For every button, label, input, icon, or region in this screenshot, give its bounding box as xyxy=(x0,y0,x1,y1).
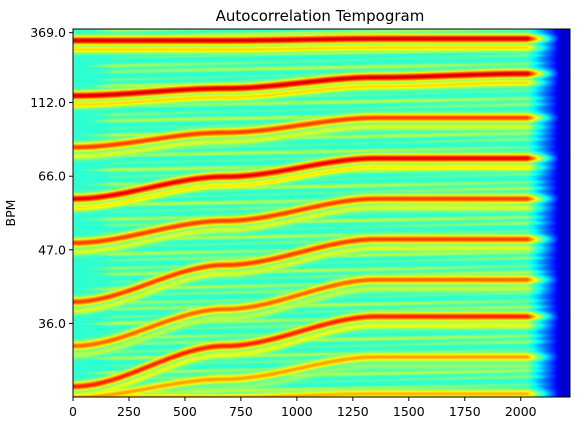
y-tick-label: 36.0 xyxy=(38,316,66,331)
x-tick-label: 1750 xyxy=(449,404,481,419)
heatmap-image xyxy=(73,29,570,397)
x-tick-label: 2000 xyxy=(505,404,537,419)
y-tick-label: 112.0 xyxy=(30,95,66,110)
x-tick-label: 500 xyxy=(173,404,197,419)
x-tick-label: 1000 xyxy=(281,404,313,419)
plot-area xyxy=(72,28,571,398)
x-tick-label: 1500 xyxy=(393,404,425,419)
x-tick-label: 750 xyxy=(229,404,253,419)
y-tick-label: 47.0 xyxy=(38,242,66,257)
x-tick-label: 1250 xyxy=(337,404,369,419)
plot-frame xyxy=(72,28,571,398)
chart-title: Autocorrelation Tempogram xyxy=(216,7,425,25)
x-axis: 0 250 500 750 1000 1250 1500 1750 2000 xyxy=(69,397,537,419)
x-tick-label: 250 xyxy=(117,404,141,419)
y-axis-title: BPM xyxy=(3,200,18,227)
x-tick-label: 0 xyxy=(69,404,77,419)
y-axis: 369.0 112.0 66.0 47.0 36.0 xyxy=(30,25,73,331)
y-tick-label: 369.0 xyxy=(30,25,66,40)
y-tick-label: 66.0 xyxy=(38,169,66,184)
